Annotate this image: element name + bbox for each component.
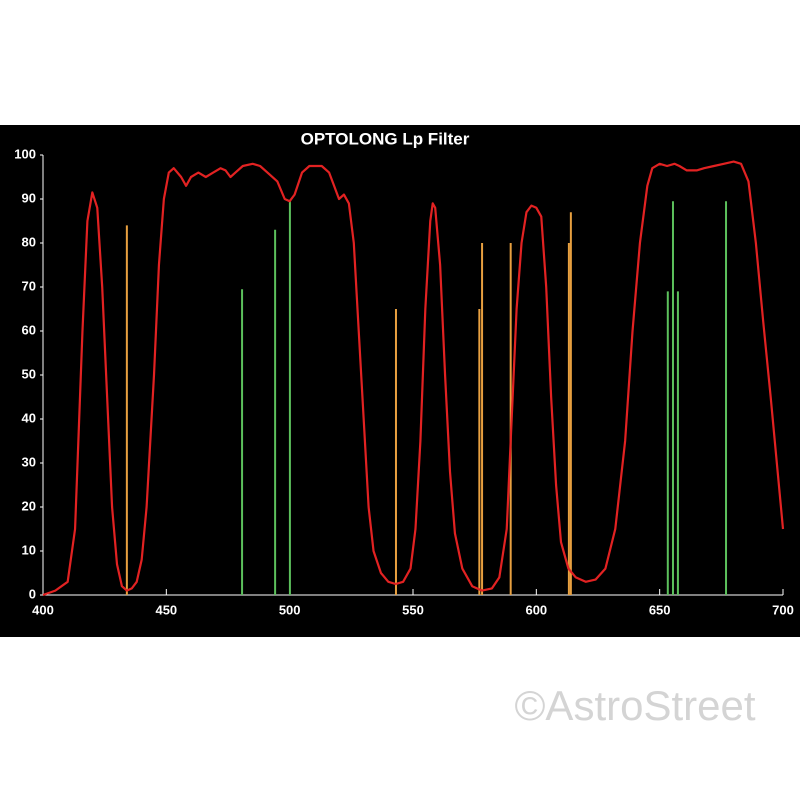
y-tick-label: 90 (22, 190, 36, 205)
y-tick-label: 30 (22, 454, 36, 469)
x-tick-label: 400 (32, 602, 54, 617)
y-tick-label: 0 (29, 586, 36, 601)
y-tick-label: 100 (14, 146, 36, 161)
y-tick-label: 20 (22, 498, 36, 513)
x-tick-label: 550 (402, 602, 424, 617)
x-tick-label: 500 (279, 602, 301, 617)
y-tick-label: 50 (22, 366, 36, 381)
y-tick-label: 60 (22, 322, 36, 337)
x-tick-label: 450 (155, 602, 177, 617)
transmission-curve (42, 160, 785, 597)
x-tick-label: 700 (772, 602, 794, 617)
chart-panel (0, 125, 800, 637)
chart-title: OPTOLONG Lp Filter (301, 129, 470, 148)
x-tick-label: 600 (525, 602, 547, 617)
x-tick-label: 650 (649, 602, 671, 617)
y-tick-label: 70 (22, 278, 36, 293)
y-tick-label: 40 (22, 410, 36, 425)
watermark: ©AstroStreet (514, 682, 755, 729)
y-tick-label: 80 (22, 234, 36, 249)
y-tick-label: 10 (22, 542, 36, 557)
